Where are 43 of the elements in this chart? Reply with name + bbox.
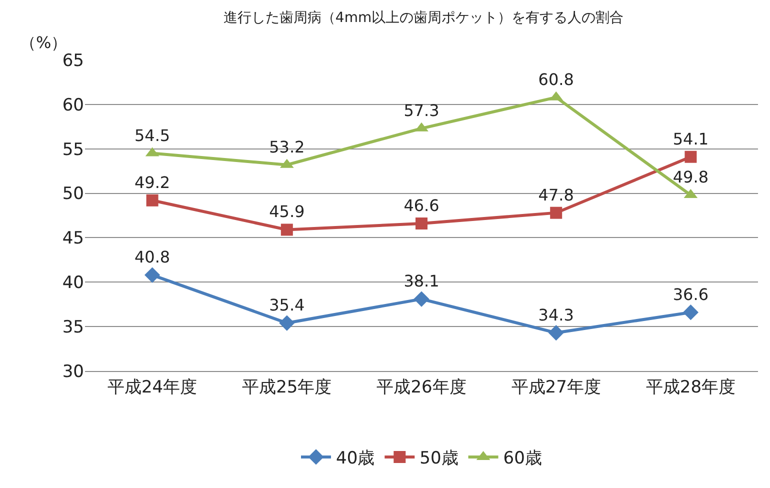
y-tick-label: 55 [62, 140, 84, 160]
data-label: 38.1 [404, 272, 440, 291]
data-label: 49.8 [672, 168, 709, 187]
data-label: 60.8 [538, 70, 574, 89]
x-tick-label: 平成24年度 [107, 377, 198, 398]
point [280, 224, 293, 236]
point [684, 150, 697, 163]
point [144, 267, 160, 283]
data-label: 49.2 [134, 172, 170, 192]
data-label: 35.4 [269, 296, 305, 315]
x-tick-label: 平成26年度 [376, 377, 466, 398]
point [548, 324, 564, 341]
y-tick-label: 60 [62, 95, 84, 116]
y-axis-title: （%） [20, 33, 68, 52]
x-tick-label: 平成27年度 [511, 377, 601, 398]
legend-label: 60歳 [503, 448, 542, 469]
point [416, 218, 428, 230]
point [550, 206, 562, 219]
x-tick-label: 平成25年度 [242, 377, 332, 398]
y-tick-label: 30 [62, 362, 84, 382]
point [279, 315, 295, 331]
legend-label: 50歳 [420, 448, 458, 469]
data-label: 36.6 [672, 284, 709, 304]
data-label: 53.2 [269, 137, 305, 156]
data-label: 45.9 [269, 202, 305, 222]
y-tick-label: 50 [62, 184, 84, 204]
data-label: 57.3 [404, 100, 440, 120]
data-label: 54.5 [134, 126, 170, 145]
data-label: 46.6 [404, 196, 440, 215]
point [414, 291, 430, 307]
data-label: 47.8 [538, 185, 574, 204]
y-tick-label: 40 [62, 273, 84, 294]
data-label: 40.8 [134, 248, 170, 267]
y-tick-label: 65 [62, 50, 84, 71]
chart-title: 進行した歯周病（4mm以上の歯周ポケット）を有する人の割合 [223, 10, 624, 26]
data-label: 34.3 [538, 305, 574, 324]
point [682, 304, 698, 320]
point [146, 194, 158, 206]
y-tick-label: 35 [62, 318, 84, 338]
data-label: 54.1 [672, 129, 709, 148]
legend-label: 40歳 [336, 448, 375, 469]
y-tick-label: 45 [62, 228, 84, 249]
x-tick-label: 平成28年度 [646, 377, 736, 398]
